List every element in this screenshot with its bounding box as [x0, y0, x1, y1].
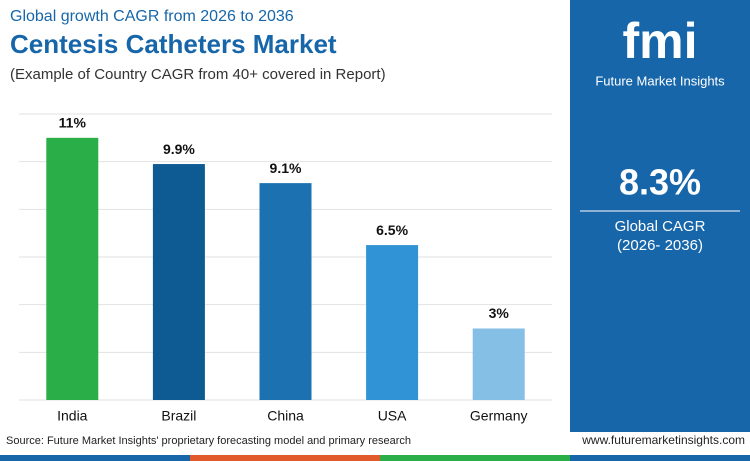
value-label: 9.9%: [163, 141, 195, 157]
x-tick-label: India: [57, 408, 88, 424]
url: www.futuremarketinsights.com: [581, 433, 745, 447]
stripe: [190, 455, 380, 461]
x-tick-label: Brazil: [161, 408, 196, 424]
bar: [259, 183, 312, 400]
stripe: [0, 455, 190, 461]
chart-title: Centesis Catheters Market: [10, 29, 337, 59]
cagr-period: (2026- 2036): [617, 237, 703, 254]
bar: [152, 164, 205, 400]
chart-subtitle-top: Global growth CAGR from 2026 to 2036: [10, 8, 294, 25]
brand: Future Market Insights: [595, 73, 725, 88]
x-tick-label: China: [267, 408, 304, 424]
bar: [366, 245, 419, 400]
value-label: 9.1%: [270, 160, 302, 176]
value-label: 6.5%: [376, 222, 408, 238]
x-tick-label: USA: [378, 408, 407, 424]
value-label: 11%: [59, 115, 87, 131]
chart-subtitle: (Example of Country CAGR from 40+ covere…: [10, 66, 386, 83]
cagr-value: 8.3%: [619, 162, 701, 203]
x-tick-label: Germany: [470, 408, 528, 424]
bar: [472, 328, 525, 400]
value-label: 3%: [489, 305, 510, 321]
logo: fmi: [623, 13, 698, 69]
sidebar-panel: [570, 0, 750, 432]
stripe: [380, 455, 570, 461]
cagr-label: Global CAGR: [615, 218, 706, 235]
stripe: [570, 455, 750, 461]
bar: [46, 137, 99, 401]
source: Source: Future Market Insights' propriet…: [6, 435, 411, 447]
